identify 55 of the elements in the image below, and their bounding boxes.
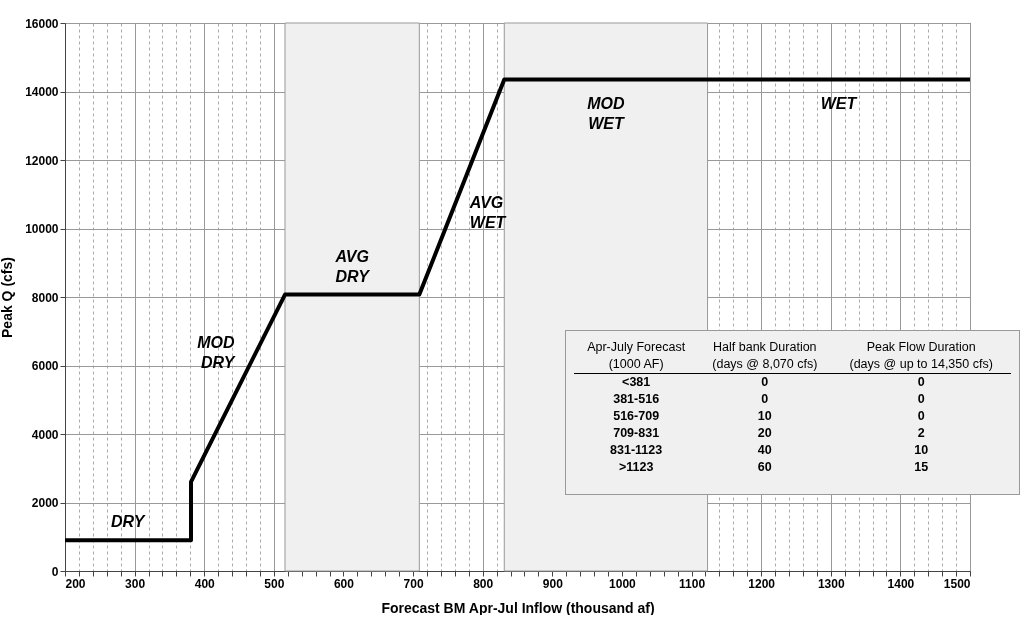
- y-tick-label: 10000: [25, 222, 59, 236]
- annotation: 40: [756, 442, 773, 459]
- x-tick-label: 1200: [748, 576, 776, 591]
- x-tick-label: 200: [65, 576, 86, 591]
- annotation: 0: [760, 374, 770, 391]
- x-tick-label: 1000: [609, 576, 637, 591]
- annotation: 0: [916, 408, 926, 425]
- annotation: 709-831: [612, 425, 661, 442]
- annotation: (days @ up to 14,350 cfs): [831, 356, 1011, 374]
- annotation: >1123: [617, 459, 655, 476]
- annotation: 0: [916, 391, 926, 408]
- annotation: 15: [913, 459, 930, 476]
- annotation: MOD DRY: [197, 334, 236, 372]
- y-tick-label: 2000: [31, 496, 59, 510]
- annotation: Half bank Duration: [712, 339, 818, 356]
- annotation: (1000 AF): [574, 356, 699, 374]
- x-tick-label: 1300: [817, 576, 845, 591]
- x-tick-label: 1500: [943, 576, 971, 591]
- x-tick-label: 600: [333, 576, 355, 591]
- y-tick-label: 8000: [31, 290, 59, 305]
- y-tick-label: 0: [51, 564, 59, 579]
- y-tick-label: 16000: [25, 16, 59, 31]
- annotation: 0: [916, 374, 926, 391]
- y-tick-label: 14000: [25, 85, 59, 99]
- x-tick-label: 700: [403, 576, 424, 591]
- annotation: AVG WET: [468, 194, 507, 232]
- annotation: 0: [760, 391, 770, 408]
- y-tick-label: 6000: [31, 359, 59, 373]
- x-tick-label: 500: [264, 576, 285, 591]
- y-tick-label: 12000: [25, 153, 59, 168]
- annotation: <381: [621, 374, 652, 391]
- x-tick-label: 300: [125, 576, 146, 591]
- annotation: 2: [916, 425, 926, 442]
- annotation: WET: [820, 94, 858, 112]
- x-tick-label: 800: [473, 576, 494, 591]
- band-label: AVG DRY: [334, 247, 371, 285]
- y-axis-title: Peak Q (cfs): [0, 257, 16, 338]
- annotation: 381-516: [612, 391, 661, 408]
- band-label: MOD WET: [587, 94, 626, 132]
- annotation: Apr-July Forecast: [586, 339, 687, 356]
- x-tick-label: 1400: [887, 576, 915, 591]
- x-tick-label: 400: [194, 576, 216, 591]
- annotation: 516-709: [612, 408, 661, 425]
- y-tick-label: 4000: [31, 427, 59, 442]
- annotation: Peak Flow Duration: [865, 339, 977, 356]
- annotation: (days @ 8,070 cfs): [698, 356, 832, 374]
- annotation: 10: [756, 408, 773, 425]
- annotation: 831-1123: [609, 442, 664, 459]
- annotation: 20: [756, 425, 773, 442]
- x-tick-label: 1100: [679, 576, 706, 591]
- annotation: 60: [756, 459, 773, 476]
- annotation: 10: [913, 442, 930, 459]
- x-tick-label: 900: [542, 576, 564, 591]
- annotation: DRY: [110, 513, 146, 531]
- x-axis-title: Forecast BM Apr-Jul Inflow (thousand af): [381, 599, 655, 616]
